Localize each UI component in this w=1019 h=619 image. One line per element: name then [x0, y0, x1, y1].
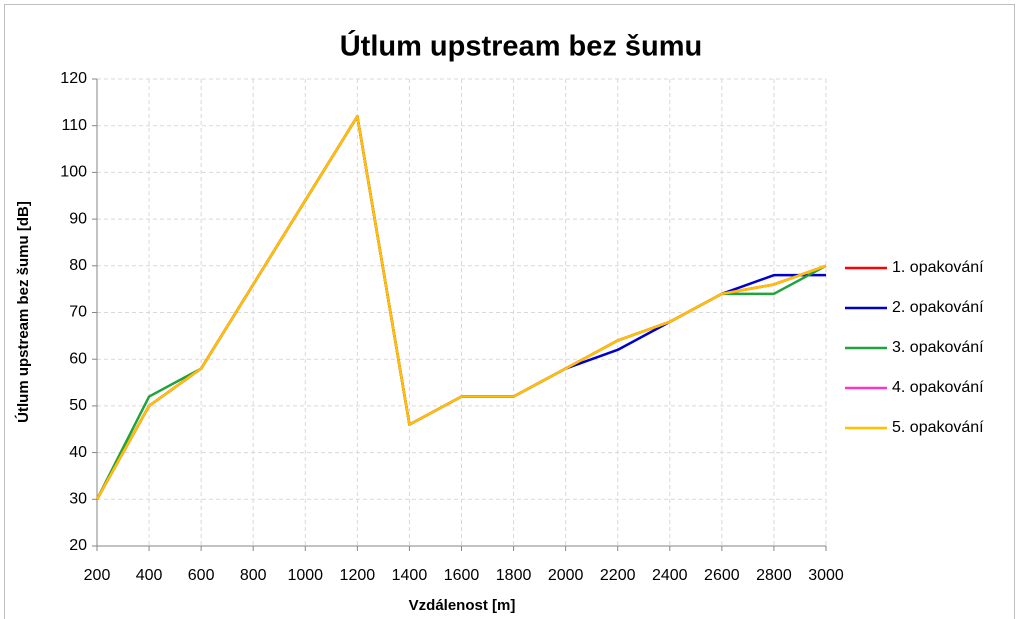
x-tick-label: 2000 [548, 567, 584, 584]
y-tick-label: 50 [69, 397, 87, 414]
y-axis-label: Útlum upstream bez šumu [dB] [14, 201, 32, 423]
chart-title: Útlum upstream bez šumu [340, 29, 703, 63]
legend-label: 2. opakování [892, 299, 984, 316]
y-tick-label: 60 [69, 350, 87, 367]
legend-label: 1. opakování [892, 259, 984, 276]
y-tick-label: 110 [61, 117, 87, 134]
x-tick-label: 3000 [808, 567, 844, 584]
legend-label: 5. opakování [892, 419, 984, 436]
x-tick-label: 2800 [756, 567, 792, 584]
y-tick-label: 20 [69, 537, 87, 554]
x-tick-label: 1200 [340, 567, 376, 584]
x-tick-label: 200 [84, 567, 111, 584]
y-tick-label: 80 [69, 257, 87, 274]
x-tick-label: 1000 [287, 567, 323, 584]
x-tick-label: 2200 [600, 567, 636, 584]
legend-label: 4. opakování [892, 379, 984, 396]
x-tick-label: 1600 [444, 567, 480, 584]
y-tick-label: 40 [69, 444, 87, 461]
x-tick-label: 600 [188, 567, 215, 584]
legend-label: 3. opakování [892, 339, 984, 356]
chart-border [4, 4, 1015, 619]
x-tick-label: 800 [240, 567, 267, 584]
y-tick-label: 100 [60, 164, 87, 181]
y-tick-label: 70 [69, 304, 87, 321]
x-tick-label: 1800 [496, 567, 532, 584]
y-tick-label: 30 [69, 491, 87, 508]
x-axis-label: Vzdálenost [m] [409, 597, 516, 614]
x-tick-label: 2600 [704, 567, 740, 584]
x-tick-label: 400 [136, 567, 163, 584]
y-tick-label: 120 [60, 70, 87, 87]
x-tick-label: 2400 [652, 567, 688, 584]
y-tick-label: 90 [69, 210, 87, 227]
series-line [95, 115, 827, 500]
x-tick-label: 1400 [392, 567, 428, 584]
